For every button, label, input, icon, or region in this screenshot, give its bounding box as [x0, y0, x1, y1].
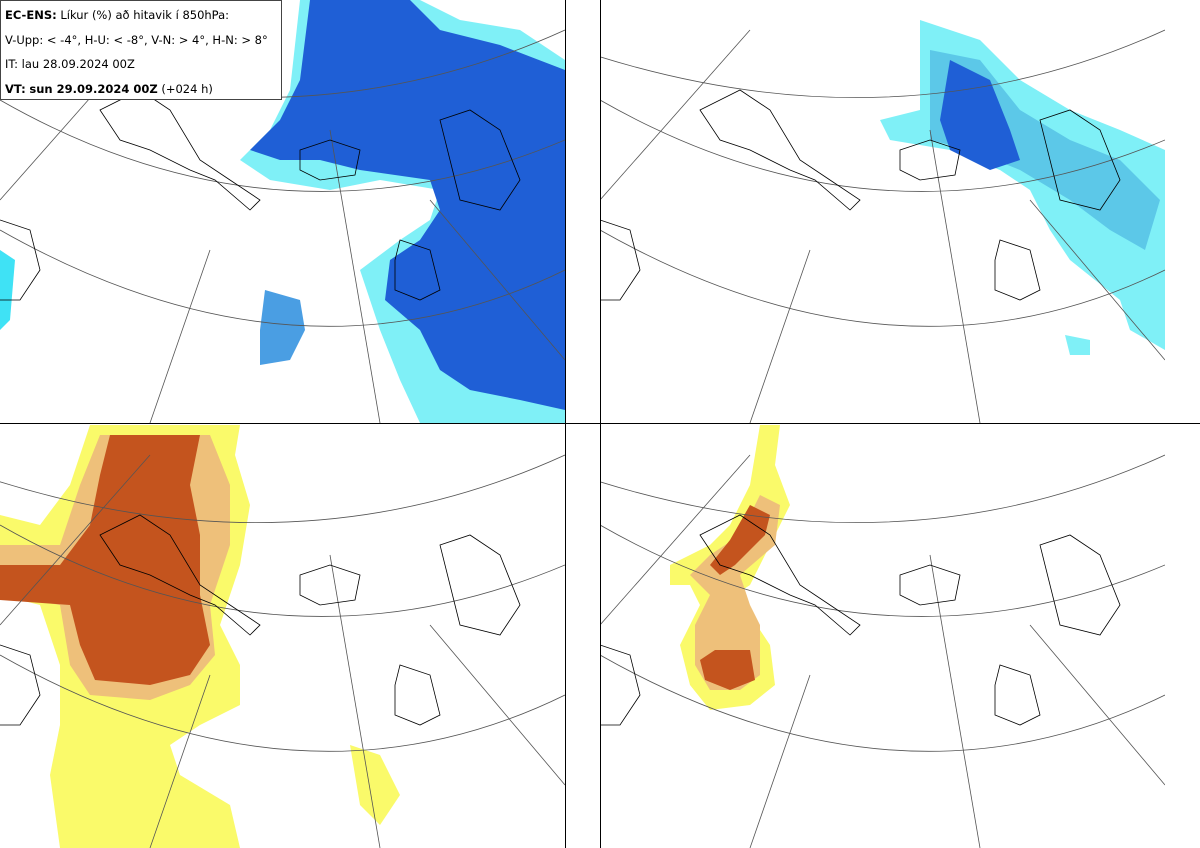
issue-time: IT: lau 28.09.2024 00Z [5, 57, 135, 71]
panel-divider-vertical [565, 0, 566, 848]
info-box: EC-ENS: Líkur (%) að hitavik í 850hPa: V… [0, 0, 282, 100]
valid-time-line: VT: sun 29.09.2024 00Z (+024 h) [5, 79, 281, 104]
prob-area-cold-spot [1065, 335, 1090, 355]
valid-time: sun 29.09.2024 00Z [29, 81, 158, 96]
thresholds-text: V-Upp: < -4°, H-U: < -8°, V-N: > 4°, H-N… [5, 32, 268, 47]
map-panel-cold-8: 100 95 65 35 5 [600, 0, 1165, 423]
lead-time: (+024 h) [161, 81, 213, 96]
prob-area-cold-high [250, 0, 565, 410]
model-name: EC-ENS: [5, 8, 57, 22]
info-title-line: EC-ENS: Líkur (%) að hitavik í 850hPa: [5, 5, 281, 30]
prob-area-warm-mid [690, 495, 780, 690]
map-panel-cold-4: 100 95 65 35 5 EC-ENS: Líkur (%) að hita… [0, 0, 565, 423]
panel-divider-vertical [600, 0, 601, 848]
prob-area-cold-spot [260, 290, 305, 365]
title-text: Líkur (%) að hitavik í 850hPa: [60, 8, 230, 22]
prob-area-warm-high [700, 505, 770, 690]
prob-area-cold-edge [0, 250, 15, 330]
valid-label: VT: [5, 81, 26, 96]
prob-area-cold-high [940, 60, 1020, 170]
map-panel-warm-4: 100 95 65 35 5 [0, 425, 565, 848]
map-panel-warm-8: 100 95 65 35 5 [600, 425, 1165, 848]
prob-area-warm-spot [350, 745, 400, 825]
prob-area-warm-high [0, 435, 210, 685]
